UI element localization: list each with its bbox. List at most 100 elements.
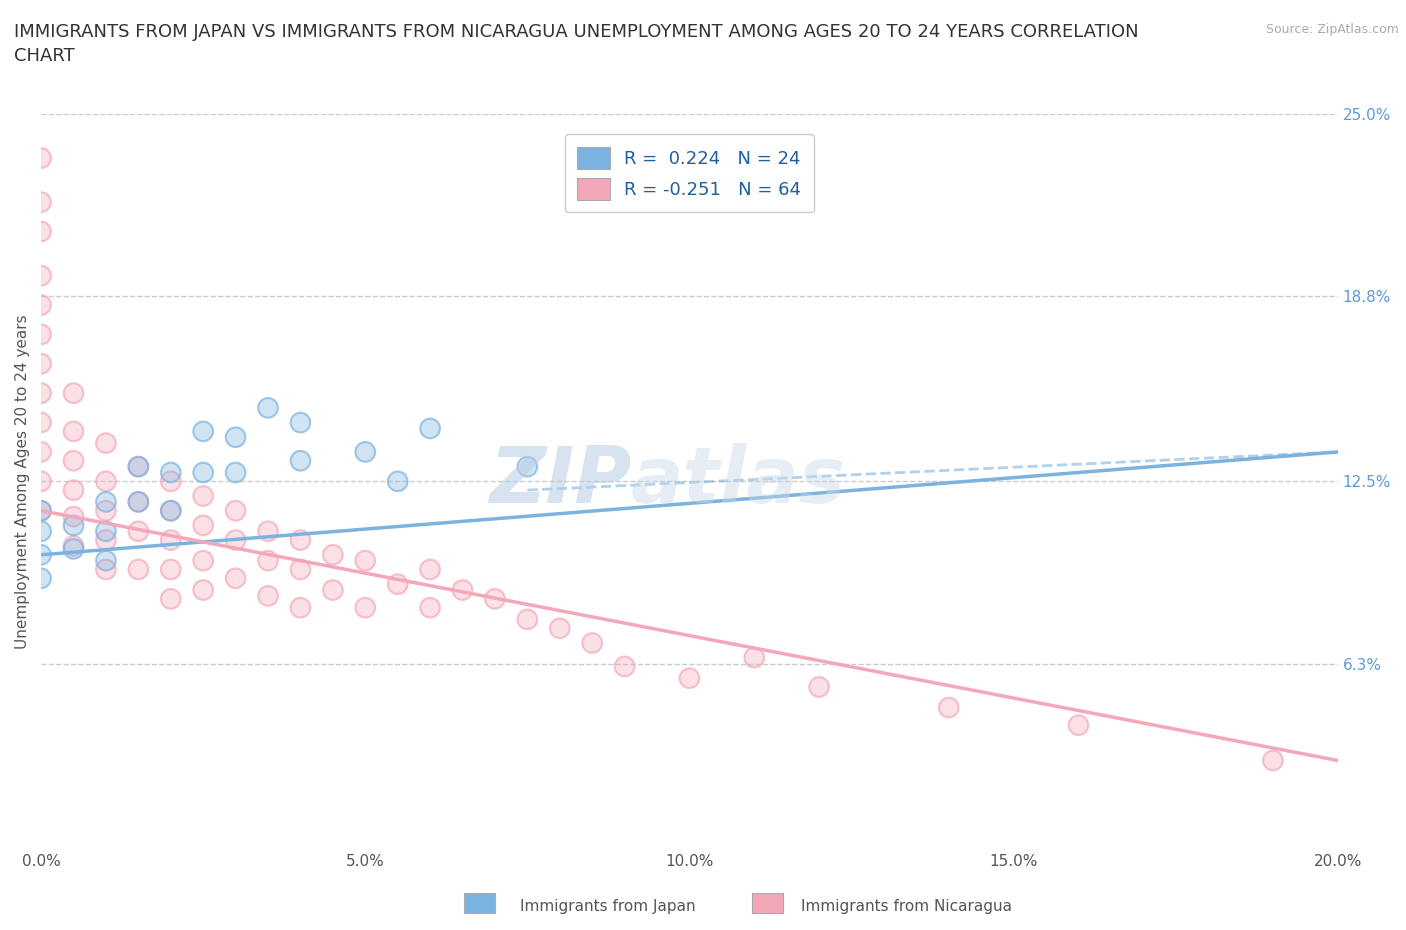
Text: Immigrants from Japan: Immigrants from Japan — [520, 899, 696, 914]
Point — [193, 424, 215, 439]
Point — [451, 582, 474, 597]
Point — [62, 509, 84, 524]
Point — [451, 582, 474, 597]
Point — [30, 151, 52, 166]
Point — [159, 591, 181, 606]
Point — [484, 591, 506, 606]
Point — [225, 430, 247, 445]
Point — [30, 415, 52, 430]
Point — [159, 533, 181, 548]
Point — [257, 401, 280, 416]
Point — [30, 356, 52, 371]
Point — [159, 562, 181, 577]
Point — [290, 600, 312, 615]
Point — [419, 421, 441, 436]
Point — [387, 577, 409, 591]
Point — [257, 589, 280, 604]
Text: Immigrants from Nicaragua: Immigrants from Nicaragua — [801, 899, 1012, 914]
Point — [127, 495, 149, 510]
Point — [419, 562, 441, 577]
Point — [808, 680, 831, 695]
Point — [193, 582, 215, 597]
Point — [30, 327, 52, 342]
Point — [159, 591, 181, 606]
Point — [94, 562, 117, 577]
Point — [225, 533, 247, 548]
FancyBboxPatch shape — [752, 893, 783, 913]
Point — [127, 495, 149, 510]
Point — [62, 453, 84, 468]
Point — [1261, 753, 1284, 768]
Point — [30, 571, 52, 586]
Point — [257, 401, 280, 416]
Point — [62, 518, 84, 533]
Y-axis label: Unemployment Among Ages 20 to 24 years: Unemployment Among Ages 20 to 24 years — [15, 314, 30, 648]
Point — [62, 424, 84, 439]
Point — [159, 533, 181, 548]
Point — [387, 577, 409, 591]
Point — [516, 459, 538, 474]
Point — [290, 453, 312, 468]
Point — [94, 533, 117, 548]
Point — [548, 621, 571, 636]
Point — [193, 488, 215, 503]
Point — [94, 474, 117, 489]
Point — [290, 533, 312, 548]
Point — [30, 474, 52, 489]
Point — [30, 445, 52, 459]
Point — [62, 518, 84, 533]
Point — [30, 194, 52, 209]
Point — [938, 700, 960, 715]
Point — [193, 518, 215, 533]
Point — [30, 524, 52, 538]
Point — [193, 465, 215, 480]
Point — [225, 571, 247, 586]
Point — [484, 591, 506, 606]
Point — [516, 459, 538, 474]
Point — [127, 459, 149, 474]
Point — [94, 562, 117, 577]
Point — [62, 538, 84, 553]
Point — [94, 503, 117, 518]
Point — [94, 474, 117, 489]
Point — [62, 424, 84, 439]
Point — [193, 465, 215, 480]
Point — [322, 548, 344, 563]
Point — [127, 495, 149, 510]
Point — [257, 553, 280, 568]
Point — [30, 524, 52, 538]
Point — [159, 474, 181, 489]
Point — [225, 503, 247, 518]
Point — [354, 600, 377, 615]
Point — [30, 386, 52, 401]
Point — [581, 635, 603, 650]
Point — [62, 538, 84, 553]
Point — [678, 671, 700, 685]
Point — [613, 659, 636, 674]
Point — [94, 435, 117, 450]
Point — [159, 562, 181, 577]
Point — [62, 483, 84, 498]
Point — [193, 424, 215, 439]
Point — [257, 589, 280, 604]
Point — [290, 562, 312, 577]
Point — [30, 268, 52, 283]
Point — [127, 524, 149, 538]
Point — [225, 533, 247, 548]
Point — [354, 600, 377, 615]
Point — [516, 612, 538, 627]
Point — [419, 421, 441, 436]
Point — [127, 562, 149, 577]
Point — [127, 562, 149, 577]
Point — [225, 571, 247, 586]
Point — [613, 659, 636, 674]
Point — [419, 562, 441, 577]
Point — [257, 524, 280, 538]
Point — [30, 298, 52, 312]
Point — [322, 548, 344, 563]
Point — [94, 553, 117, 568]
Point — [225, 465, 247, 480]
Point — [94, 524, 117, 538]
Point — [290, 453, 312, 468]
Point — [30, 356, 52, 371]
